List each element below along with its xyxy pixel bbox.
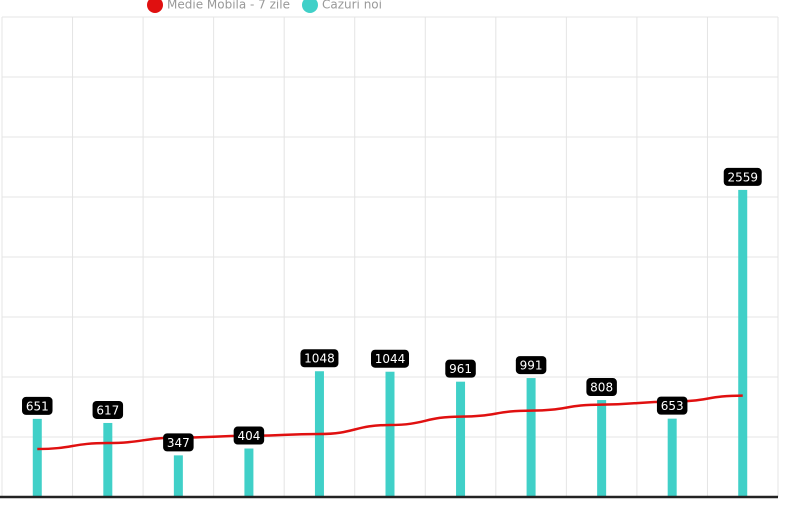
data-label: 1044 xyxy=(375,352,406,366)
data-label: 651 xyxy=(26,399,49,413)
bar xyxy=(385,371,395,497)
data-label-box xyxy=(515,356,547,375)
data-label-box xyxy=(233,426,265,445)
data-label-box xyxy=(723,167,762,186)
data-label-box xyxy=(300,349,339,368)
data-label: 961 xyxy=(449,362,472,376)
bar xyxy=(173,455,183,497)
data-label: 991 xyxy=(520,359,543,373)
bar xyxy=(526,378,536,497)
data-label-box xyxy=(371,349,409,368)
data-label: 808 xyxy=(590,381,613,395)
data-label: 2559 xyxy=(727,170,758,184)
bar xyxy=(738,189,748,498)
bar xyxy=(244,448,254,497)
data-label-box xyxy=(586,378,617,397)
data-label: 404 xyxy=(237,429,260,443)
data-label-box xyxy=(92,400,124,419)
bar xyxy=(456,381,466,497)
data-label: 653 xyxy=(661,399,684,413)
data-label-box xyxy=(22,396,53,415)
bar xyxy=(597,400,607,497)
bar xyxy=(103,422,113,497)
legend-marker xyxy=(301,0,318,13)
data-label: 347 xyxy=(167,436,190,450)
data-label: 617 xyxy=(96,403,119,417)
data-label-box xyxy=(656,396,688,415)
bar xyxy=(667,418,677,497)
legend-label: Medie Mobila - 7 zile xyxy=(167,0,290,12)
data-label-box xyxy=(445,359,476,378)
bar xyxy=(32,418,42,497)
legend-marker xyxy=(147,0,163,13)
data-label: 1048 xyxy=(304,352,335,366)
legend-label: Cazuri noi xyxy=(322,0,382,12)
line xyxy=(37,394,743,451)
data-label-box xyxy=(163,433,194,452)
